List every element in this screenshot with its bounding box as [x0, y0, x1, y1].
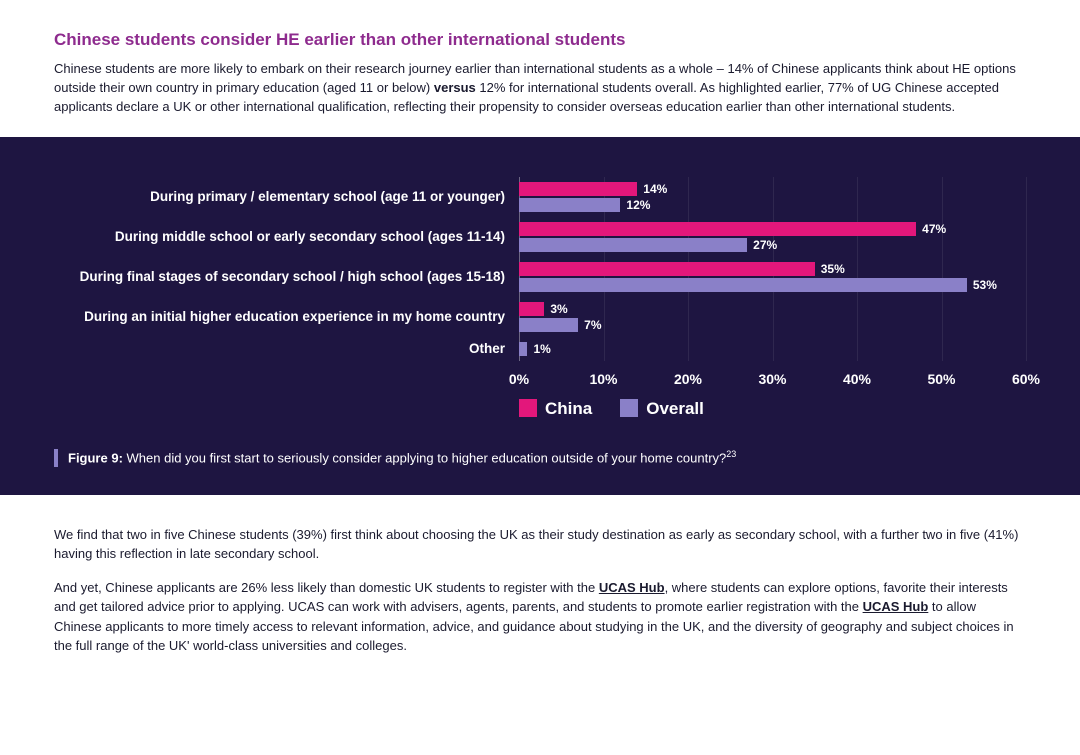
figure-caption: Figure 9: When did you first start to se… [54, 449, 1026, 467]
bar-china: 47% [519, 222, 916, 236]
footer-paragraph-2: And yet, Chinese applicants are 26% less… [54, 578, 1026, 656]
p2-a: And yet, Chinese applicants are 26% less… [54, 580, 599, 595]
legend-label-china: China [545, 399, 592, 418]
bar-value-label: 27% [747, 238, 777, 252]
bar-value-label: 47% [916, 222, 946, 236]
intro-bold: versus [434, 80, 476, 95]
legend-item-china: China [519, 399, 592, 419]
bar-china: 35% [519, 262, 815, 276]
bar-value-label: 12% [620, 198, 650, 212]
bar-value-label: 14% [637, 182, 667, 196]
category-label: Other [54, 337, 519, 361]
bar-group: 3% 7% [519, 297, 1026, 337]
x-tick-label: 40% [843, 371, 871, 387]
bar-overall: 53% [519, 278, 967, 292]
ucas-hub-link-2[interactable]: UCAS Hub [863, 599, 929, 614]
x-tick-label: 10% [589, 371, 617, 387]
header-section: Chinese students consider HE earlier tha… [0, 0, 1080, 137]
legend-swatch-china [519, 399, 537, 417]
bar-china: 3% [519, 302, 544, 316]
footer-section: We find that two in five Chinese student… [0, 495, 1080, 700]
category-label: During middle school or early secondary … [54, 217, 519, 257]
bar-overall: 7% [519, 318, 578, 332]
x-tick-label: 0% [509, 371, 529, 387]
x-tick-label: 20% [674, 371, 702, 387]
bar-group: 14% 12% [519, 177, 1026, 217]
legend-label-overall: Overall [646, 399, 704, 418]
footer-paragraph-1: We find that two in five Chinese student… [54, 525, 1026, 564]
x-tick-label: 50% [927, 371, 955, 387]
intro-paragraph: Chinese students are more likely to emba… [54, 60, 1026, 117]
ucas-hub-link-1[interactable]: UCAS Hub [599, 580, 665, 595]
category-label: During primary / elementary school (age … [54, 177, 519, 217]
bar-overall: 12% [519, 198, 620, 212]
x-tick-label: 60% [1012, 371, 1040, 387]
gridline [1026, 177, 1027, 361]
bar-china: 14% [519, 182, 637, 196]
bar-overall: 1% [519, 342, 527, 356]
caption-text: Figure 9: When did you first start to se… [68, 449, 736, 465]
category-label: During final stages of secondary school … [54, 257, 519, 297]
legend-swatch-overall [620, 399, 638, 417]
category-labels-column: During primary / elementary school (age … [54, 177, 519, 419]
category-label: During an initial higher education exper… [54, 297, 519, 337]
bar-value-label: 3% [544, 302, 567, 316]
plot-area: 14% 12% 47% 27% 35% 53% 3% 7% 1% [519, 177, 1026, 361]
bar-group: 1% [519, 337, 1026, 361]
bar-group: 35% 53% [519, 257, 1026, 297]
page-title: Chinese students consider HE earlier tha… [54, 30, 1026, 50]
bar-value-label: 7% [578, 318, 601, 332]
bar-value-label: 53% [967, 278, 997, 292]
bar-value-label: 1% [527, 342, 550, 356]
caption-label: Figure 9: [68, 451, 123, 466]
legend: China Overall [519, 399, 1026, 419]
legend-item-overall: Overall [620, 399, 704, 419]
caption-accent-bar [54, 449, 58, 467]
bar-group: 47% 27% [519, 217, 1026, 257]
x-tick-label: 30% [758, 371, 786, 387]
bars-column: 14%12%47%27%35%53%3%7%1% 0%10%20%30%40%5… [519, 177, 1026, 419]
chart-panel: During primary / elementary school (age … [0, 137, 1080, 495]
chart-area: During primary / elementary school (age … [54, 177, 1026, 419]
caption-superscript: 23 [726, 449, 736, 459]
bar-value-label: 35% [815, 262, 845, 276]
caption-body: When did you first start to seriously co… [123, 451, 726, 466]
bar-overall: 27% [519, 238, 747, 252]
x-axis: 0%10%20%30%40%50%60% [519, 365, 1026, 393]
